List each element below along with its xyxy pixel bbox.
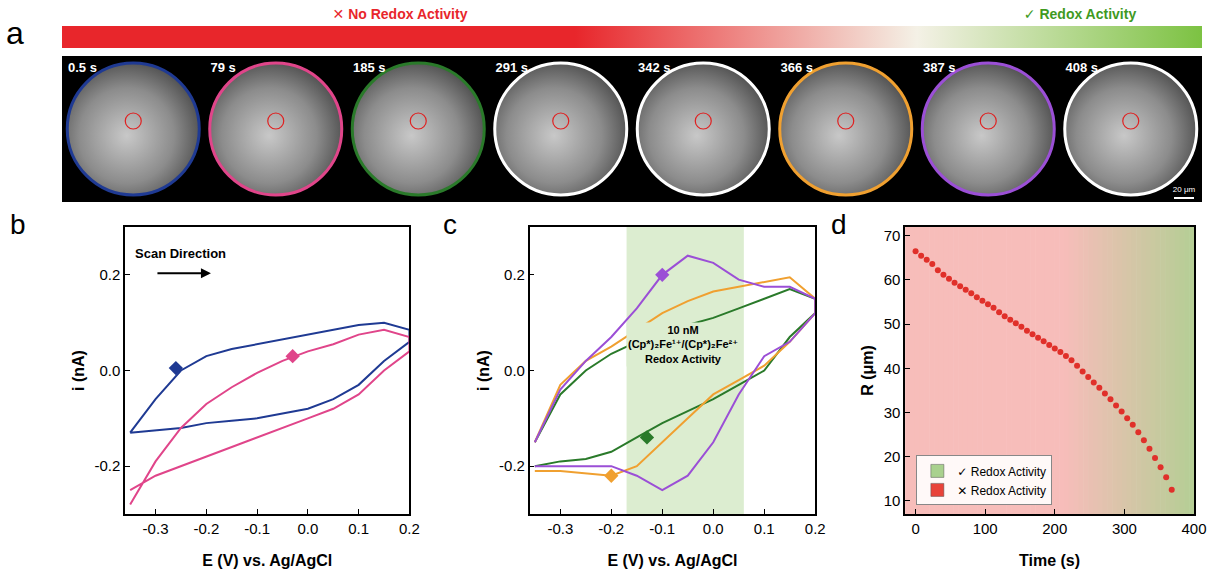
svg-text:✓ Redox Activity: ✓ Redox Activity (957, 465, 1046, 479)
svg-text:-0.2: -0.2 (193, 520, 219, 537)
svg-text:R (μm): R (μm) (859, 345, 876, 396)
svg-text:0.0: 0.0 (504, 362, 525, 379)
svg-text:70: 70 (884, 227, 901, 244)
svg-text:✕ No Redox Activity: ✕ No Redox Activity (333, 6, 468, 22)
svg-text:0.0: 0.0 (703, 520, 724, 537)
svg-text:c: c (443, 209, 457, 240)
svg-text:Time (s): Time (s) (1019, 552, 1080, 569)
svg-text:0.1: 0.1 (348, 520, 369, 537)
svg-text:300: 300 (1112, 520, 1137, 537)
svg-text:400: 400 (1181, 520, 1206, 537)
svg-text:60: 60 (884, 271, 901, 288)
svg-text:i (nA): i (nA) (475, 350, 492, 391)
svg-text:366 s: 366 s (781, 60, 814, 75)
svg-text:i (nA): i (nA) (70, 350, 87, 391)
svg-text:342 s: 342 s (638, 60, 671, 75)
svg-text:408 s: 408 s (1066, 60, 1099, 75)
svg-text:291 s: 291 s (496, 60, 529, 75)
svg-text:✕ Redox Activity: ✕ Redox Activity (957, 484, 1046, 498)
svg-text:10: 10 (884, 492, 901, 509)
svg-text:Scan Direction: Scan Direction (135, 246, 226, 261)
svg-text:a: a (6, 15, 24, 51)
svg-text:-0.1: -0.1 (244, 520, 270, 537)
svg-text:0.1: 0.1 (754, 520, 775, 537)
svg-text:-0.2: -0.2 (598, 520, 624, 537)
svg-text:40: 40 (884, 360, 901, 377)
svg-text:79 s: 79 s (211, 60, 236, 75)
svg-text:0.2: 0.2 (99, 266, 120, 283)
svg-text:20: 20 (884, 448, 901, 465)
svg-text:20 μm: 20 μm (1173, 185, 1196, 194)
svg-text:0.2: 0.2 (504, 266, 525, 283)
svg-text:0.0: 0.0 (297, 520, 318, 537)
svg-text:30: 30 (884, 404, 901, 421)
svg-text:-0.2: -0.2 (499, 457, 525, 474)
svg-text:-0.1: -0.1 (649, 520, 675, 537)
svg-text:185 s: 185 s (353, 60, 386, 75)
svg-text:-0.3: -0.3 (547, 520, 573, 537)
svg-text:10 nM(Cp*)₂Fe¹⁺/(Cp*)₂Fe²⁺Redo: 10 nM(Cp*)₂Fe¹⁺/(Cp*)₂Fe²⁺Redox Activity (628, 324, 738, 365)
svg-text:200: 200 (1042, 520, 1067, 537)
svg-text:d: d (831, 209, 847, 240)
svg-text:50: 50 (884, 315, 901, 332)
svg-text:-0.2: -0.2 (94, 457, 120, 474)
svg-text:b: b (10, 209, 26, 240)
svg-text:0.2: 0.2 (399, 520, 420, 537)
svg-text:-0.3: -0.3 (143, 520, 169, 537)
svg-text:387 s: 387 s (923, 60, 956, 75)
svg-text:0: 0 (911, 520, 919, 537)
svg-text:E (V) vs. Ag/AgCl: E (V) vs. Ag/AgCl (202, 552, 332, 569)
svg-text:0.2: 0.2 (805, 520, 826, 537)
svg-text:0.0: 0.0 (99, 362, 120, 379)
svg-text:E (V) vs. Ag/AgCl: E (V) vs. Ag/AgCl (607, 552, 737, 569)
svg-text:0.5 s: 0.5 s (68, 60, 97, 75)
svg-text:✓ Redox Activity: ✓ Redox Activity (1024, 6, 1137, 22)
svg-text:100: 100 (973, 520, 998, 537)
